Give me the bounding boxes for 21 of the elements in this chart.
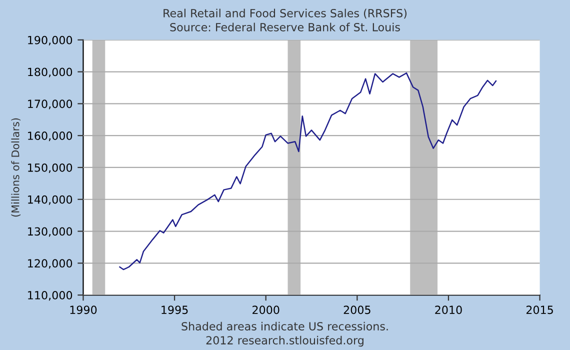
x-tick-label: 2015 [526, 306, 553, 314]
y-tick-label: 170,000 [28, 100, 72, 110]
y-axis-title: (Millions of Dollars) [11, 118, 21, 217]
y-tick-label: 190,000 [28, 36, 72, 46]
chart-title: Real Retail and Food Services Sales (RRSFS) [164, 8, 406, 19]
x-tick-label: 2010 [435, 306, 462, 314]
y-tick-label: 120,000 [28, 259, 72, 269]
y-tick-label: 180,000 [28, 68, 72, 78]
x-tick-label: 2005 [344, 306, 370, 314]
y-tick-label: 140,000 [28, 195, 72, 205]
text: Shaded areas indicate US recessions. [182, 322, 388, 330]
text: 2012 research.stlouisfed.org [206, 336, 364, 347]
x-tick-label: 2000 [252, 306, 280, 314]
y-tick-label: 150,000 [28, 163, 72, 173]
y-tick-label: 110,000 [28, 291, 72, 301]
chart-subtitle: Source: Federal Reserve Bank of St. Louis [170, 22, 400, 32]
x-tick-label: 1990 [70, 306, 97, 314]
y-tick-label: 160,000 [28, 132, 72, 142]
line-series [119, 72, 497, 270]
x-tick-label: 1995 [162, 306, 188, 314]
y-tick-label: 130,000 [28, 227, 72, 237]
